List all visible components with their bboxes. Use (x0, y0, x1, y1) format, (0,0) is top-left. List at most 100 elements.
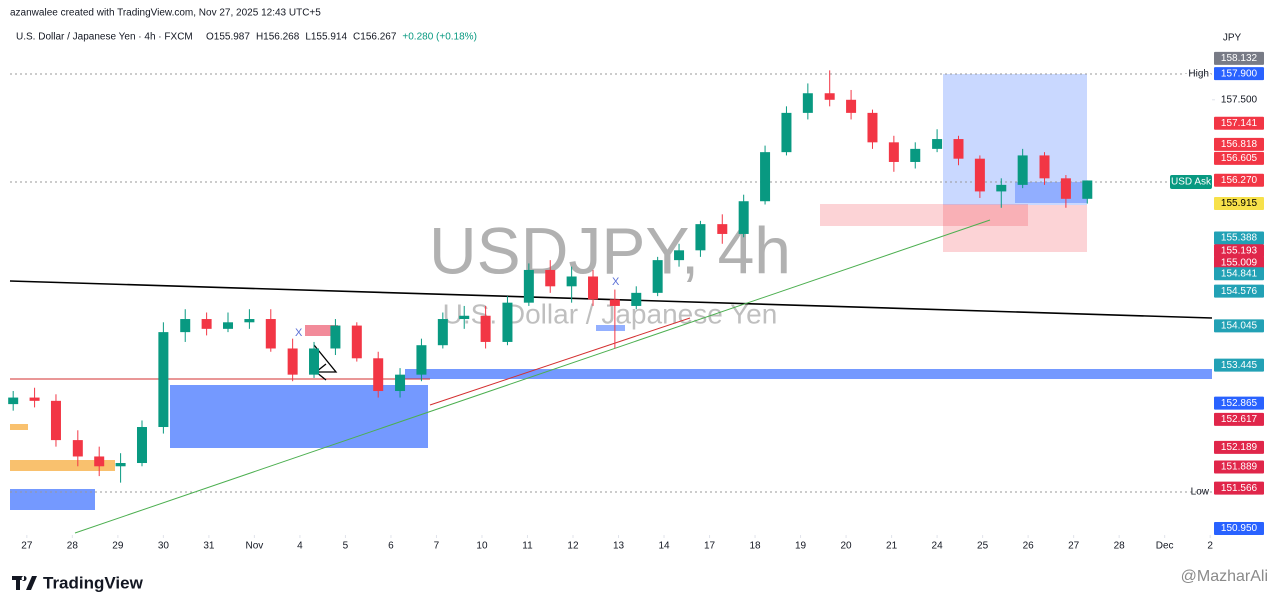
zone (405, 369, 1212, 379)
candle-body (395, 374, 406, 392)
x-tick-label: 13 (613, 541, 625, 552)
price-marker (1214, 173, 1264, 187)
candle-body (588, 276, 599, 300)
price-marker-label: 154.841 (1221, 268, 1258, 279)
candle-body (652, 260, 663, 293)
price-marker-label: 156.605 (1221, 153, 1258, 164)
zone (596, 325, 625, 331)
zone (10, 489, 95, 510)
price-marker-label: 155.009 (1221, 257, 1258, 268)
x-tick-label: 21 (886, 541, 898, 552)
price-marker (1214, 151, 1264, 165)
ohlc-value: H156.268 (256, 32, 300, 43)
candle-body (287, 348, 298, 375)
zone (170, 385, 428, 448)
price-marker (1214, 267, 1264, 281)
ask-tag (1170, 175, 1212, 189)
price-marker (1214, 412, 1264, 426)
high-tag (1185, 74, 1211, 87)
price-marker (1214, 231, 1264, 245)
price-marker-label: 154.045 (1221, 321, 1258, 332)
price-marker (1214, 396, 1264, 410)
candle-body (309, 348, 320, 375)
candle-body (609, 299, 620, 306)
candle-body (974, 158, 985, 192)
candle-body (94, 456, 105, 467)
x-tick-label: 18 (749, 541, 761, 552)
price-marker-label: 155.388 (1221, 233, 1258, 244)
trendline (74, 219, 991, 534)
zone-mark: X (295, 327, 303, 339)
x-tick-label: 11 (522, 541, 533, 552)
x-tick-label: 28 (1114, 541, 1126, 552)
zone (943, 205, 1087, 252)
candle-body (867, 112, 878, 143)
candle-body (244, 319, 255, 323)
price-marker-label: 152.865 (1221, 398, 1258, 409)
symbol: U.S. Dollar / Japanese Yen · 4h · FXCM (16, 32, 193, 43)
ohlc-value: C156.267 (353, 32, 397, 43)
price-marker-label: 151.889 (1221, 462, 1258, 473)
candle-body (953, 139, 964, 159)
candle-body (781, 112, 792, 153)
price-marker-label: 158.132 (1221, 53, 1258, 64)
high-label: High (1188, 69, 1209, 80)
candle-body (717, 224, 728, 234)
price-marker-label: 155.193 (1221, 245, 1258, 256)
watermark: USDJPY, 4h (429, 213, 791, 287)
candle-body (738, 201, 749, 234)
candle-body (1060, 178, 1071, 199)
candle-body (996, 184, 1007, 192)
x-tick-label: 25 (977, 541, 989, 552)
price-marker (1214, 521, 1264, 535)
candle-body (437, 319, 448, 346)
candle-body (8, 397, 19, 405)
candle-body (695, 224, 706, 251)
price-marker (1214, 440, 1264, 454)
x-tick-label: 24 (932, 541, 944, 552)
candle-body (674, 250, 685, 261)
price-marker (1214, 481, 1264, 495)
price-marker (1214, 256, 1264, 270)
x-tick-label: 12 (567, 541, 579, 552)
price-axis: 27 28 29 30 31 Nov 4 5 6 7 10 11 12 13 14 17 18 19 20 21 24 2… (21, 51, 1264, 552)
ohlc-legend: O155.987 H156.268 L155.914 C156.267 +0.280 (… (206, 32, 477, 43)
x-tick-label: 14 (658, 541, 670, 552)
price-marker-label: 157.141 (1221, 118, 1258, 129)
candle-body (158, 332, 169, 428)
candle-body (223, 322, 234, 329)
price-marker (1214, 460, 1264, 474)
price-marker-label: 154.576 (1221, 286, 1258, 297)
candles (8, 70, 1093, 483)
x-tick-label: 10 (476, 541, 488, 552)
logo: TradingView (43, 573, 144, 592)
candle-body (115, 463, 126, 467)
price-marker-label: 152.617 (1221, 414, 1258, 425)
candle-body (760, 152, 771, 202)
candle-body (932, 139, 943, 149)
x-tick-label: 19 (795, 541, 807, 552)
candle-body (201, 319, 212, 329)
price-marker (1214, 284, 1264, 298)
candle-body (1017, 155, 1028, 185)
candle-body (330, 325, 341, 349)
x-tick-label: 6 (388, 541, 394, 552)
price-marker (1214, 67, 1264, 81)
low-label: Low (1191, 487, 1210, 498)
x-tick-label: 27 (1068, 541, 1080, 552)
price-marker-label: 150.950 (1221, 523, 1258, 534)
price-marker (1214, 116, 1264, 130)
currency: JPY (1223, 33, 1242, 44)
candle-body (910, 148, 921, 162)
candle-body (29, 397, 40, 401)
x-tick-label: 30 (158, 541, 170, 552)
candle-body (1039, 155, 1050, 179)
price-marker (1214, 137, 1264, 151)
candle-body (824, 93, 835, 100)
candle-body (136, 427, 147, 464)
zone-mark: X (612, 276, 620, 288)
candle-body (545, 269, 556, 287)
x-tick-label: 5 (343, 541, 349, 552)
ohlc-value: O155.987 (206, 32, 250, 43)
x-tick-label: 29 (112, 541, 124, 552)
